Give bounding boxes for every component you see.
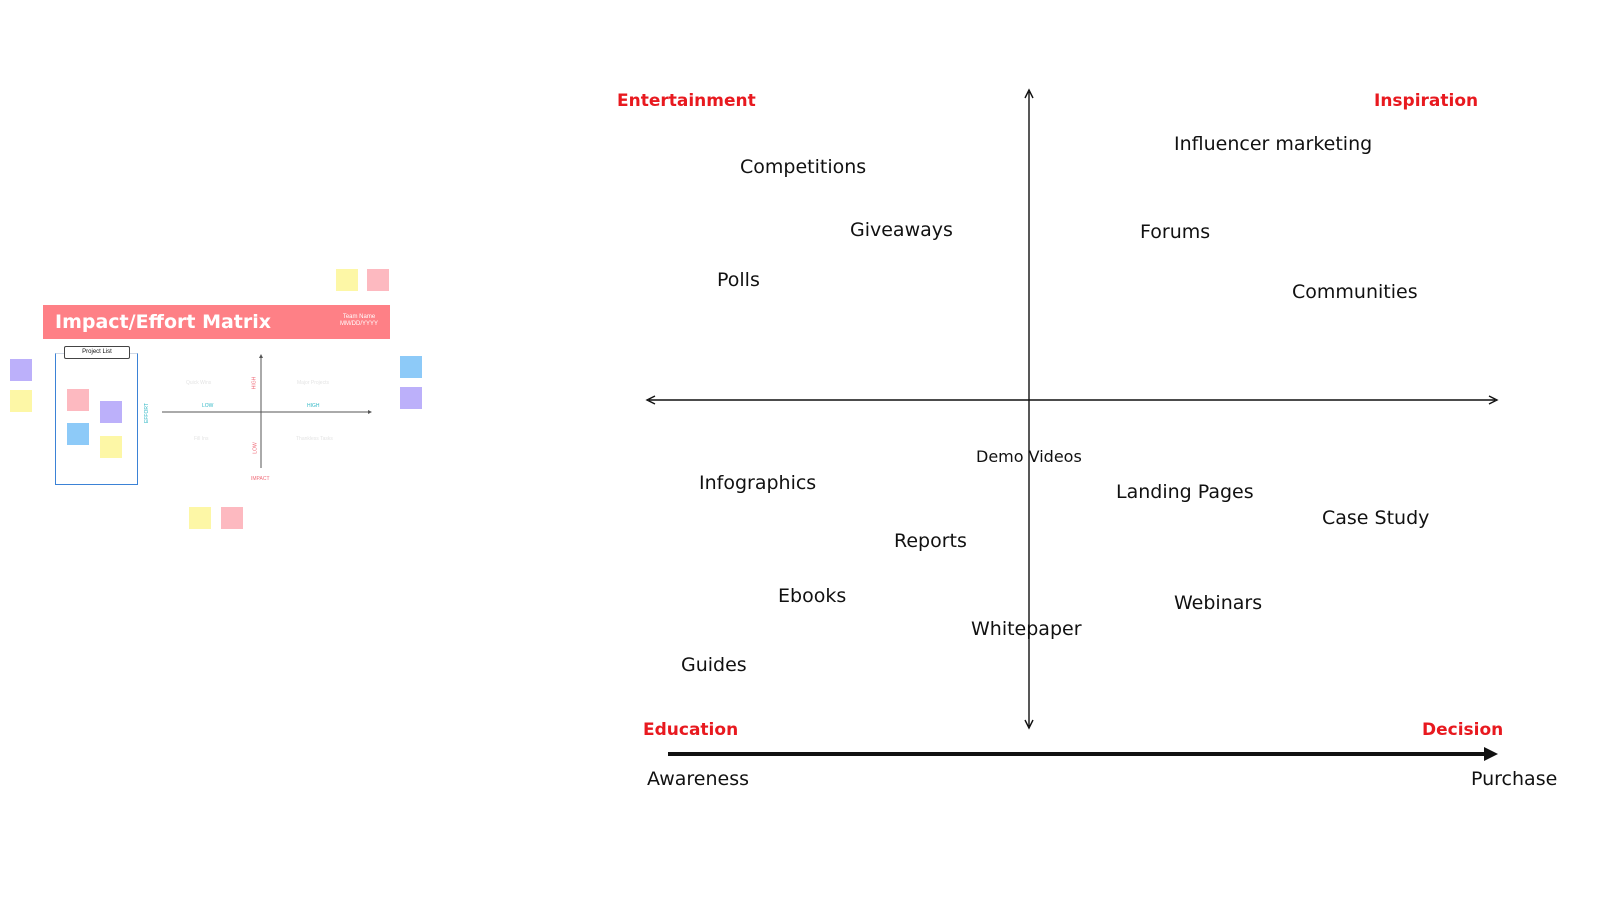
project-sticky-yellow[interactable]	[100, 436, 122, 458]
item-infographics[interactable]: Infographics	[699, 472, 817, 494]
item-reports[interactable]: Reports	[894, 530, 967, 552]
date-placeholder: MM/DD/YYYY	[339, 321, 378, 327]
project-sticky-purple[interactable]	[100, 401, 122, 423]
item-case-study[interactable]: Case Study	[1322, 507, 1430, 529]
matrix-title: Impact/Effort Matrix	[55, 311, 272, 333]
axis-impact-label: IMPACT	[251, 476, 270, 482]
quadrant-major-projects: Major Projects	[297, 380, 329, 386]
mini-matrix-axes	[162, 354, 372, 468]
sticky-note-yellow[interactable]	[10, 390, 32, 412]
quadrant-label-entertainment: Entertainment	[617, 91, 756, 111]
quadrant-label-education: Education	[643, 720, 739, 740]
axis-low-label: LOW	[202, 403, 214, 409]
quadrant-label-inspiration: Inspiration	[1374, 91, 1479, 111]
team-meta: Team Name MM/DD/YYYY	[340, 314, 378, 328]
item-whitepaper[interactable]: Whitepaper	[971, 618, 1082, 640]
quadrant-label-decision: Decision	[1422, 720, 1504, 740]
item-communities[interactable]: Communities	[1292, 281, 1418, 303]
quadrant-quick-wins: Quick Wins	[186, 380, 212, 386]
project-sticky-pink[interactable]	[67, 389, 89, 411]
sticky-note-purple[interactable]	[10, 359, 32, 381]
axis-high-label: HIGH	[307, 403, 320, 409]
sticky-note-yellow[interactable]	[189, 507, 211, 529]
matrix-title-banner: Impact/Effort Matrix Team Name MM/DD/YYY…	[43, 305, 390, 339]
sticky-note-pink[interactable]	[367, 269, 389, 291]
quadrant-fill-ins: Fill Ins	[194, 436, 209, 442]
item-competitions[interactable]: Competitions	[740, 156, 867, 178]
item-ebooks[interactable]: Ebooks	[778, 585, 847, 607]
sticky-note-yellow[interactable]	[336, 269, 358, 291]
item-influencer-marketing[interactable]: Influencer marketing	[1174, 133, 1373, 155]
sticky-note-blue[interactable]	[400, 356, 422, 378]
journey-start-awareness: Awareness	[647, 768, 750, 790]
sticky-note-purple[interactable]	[400, 387, 422, 409]
item-giveaways[interactable]: Giveaways	[850, 219, 953, 241]
project-list-label: Project List	[64, 346, 130, 359]
team-name: Team Name	[342, 314, 376, 320]
item-guides[interactable]: Guides	[681, 654, 747, 676]
journey-end-purchase: Purchase	[1471, 768, 1558, 790]
item-webinars[interactable]: Webinars	[1174, 592, 1263, 614]
sticky-note-pink[interactable]	[221, 507, 243, 529]
item-forums[interactable]: Forums	[1140, 221, 1211, 243]
project-sticky-blue[interactable]	[67, 423, 89, 445]
quadrant-thankless-tasks: Thankless Tasks	[296, 436, 333, 442]
item-landing-pages[interactable]: Landing Pages	[1116, 481, 1254, 503]
item-demo-videos[interactable]: Demo Videos	[976, 447, 1082, 466]
item-polls[interactable]: Polls	[717, 269, 760, 291]
